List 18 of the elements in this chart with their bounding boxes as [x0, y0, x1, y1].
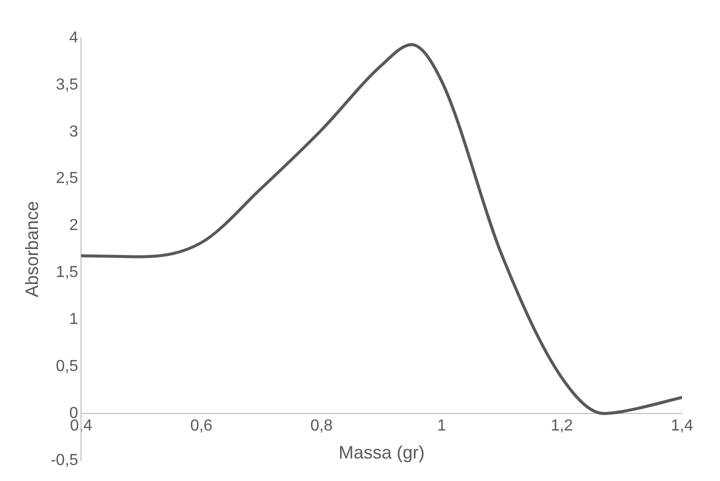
y-tick-label: 2,5 [56, 170, 78, 188]
y-tick-label: 4 [69, 29, 78, 46]
x-tick-label: 0,4 [70, 417, 92, 434]
y-tick-label: 3 [69, 123, 78, 140]
y-tick-label: 2 [69, 217, 78, 234]
y-axis-title: Absorbance [22, 201, 42, 298]
x-tick-label: 1 [437, 417, 446, 434]
y-tick-label: 3,5 [56, 76, 78, 94]
line-series [81, 43, 682, 415]
x-tick-label: 0,8 [310, 417, 333, 434]
x-tick-label: 1,4 [670, 417, 694, 434]
x-tick-label: 0,6 [190, 417, 213, 434]
y-tick-label: 0,5 [56, 358, 78, 375]
x-tick-label: 1,2 [550, 417, 574, 434]
y-tick-label: -0,5 [50, 452, 78, 469]
y-tick-label: 1,5 [56, 264, 78, 282]
x-axis-title: Massa (gr) [338, 442, 425, 462]
y-tick-label: 1 [69, 311, 78, 328]
